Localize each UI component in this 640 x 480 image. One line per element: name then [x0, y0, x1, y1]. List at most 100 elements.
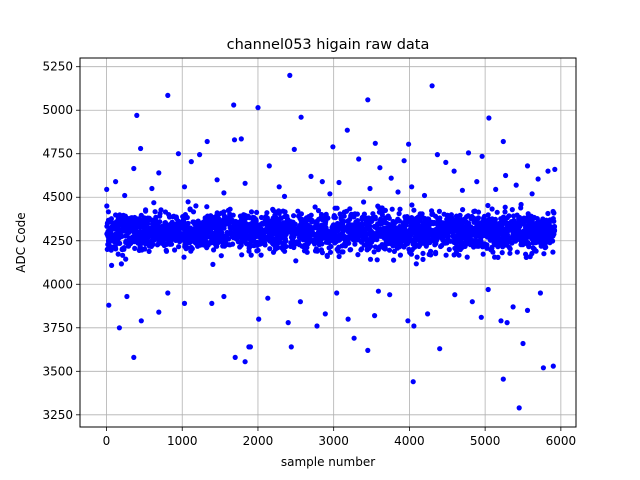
scatter-point	[281, 224, 287, 230]
scatter-point	[452, 227, 458, 233]
scatter-point	[108, 247, 114, 253]
scatter-point	[238, 136, 244, 142]
scatter-point	[322, 311, 328, 317]
scatter-point	[297, 299, 303, 305]
scatter-point	[243, 215, 249, 222]
scatter-point	[358, 247, 364, 253]
scatter-point	[365, 347, 371, 353]
scatter-point	[415, 226, 421, 232]
scatter-point	[205, 220, 211, 226]
scatter-point	[144, 233, 151, 240]
scatter-point	[131, 354, 137, 360]
scatter-point	[379, 212, 385, 218]
scatter-point	[425, 311, 431, 317]
scatter-point	[242, 180, 248, 186]
scatter-point	[239, 252, 245, 258]
scatter-point	[384, 220, 390, 226]
scatter-point	[367, 256, 374, 262]
scatter-point	[165, 290, 171, 296]
scatter-point	[551, 210, 557, 216]
scatter-point	[156, 309, 162, 315]
x-tick-label: 2000	[243, 434, 274, 448]
scatter-point	[408, 251, 414, 257]
scatter-point	[518, 242, 524, 248]
scatter-point	[148, 243, 154, 249]
scatter-point	[154, 235, 160, 241]
scatter-point	[467, 237, 473, 243]
scatter-point	[127, 228, 133, 234]
scatter-point	[221, 190, 227, 196]
scatter-point	[317, 225, 323, 231]
scatter-point	[151, 228, 157, 234]
scatter-point	[411, 207, 417, 213]
scatter-point	[343, 226, 349, 232]
scatter-point	[272, 212, 278, 218]
scatter-point	[488, 217, 495, 223]
scatter-point	[367, 185, 373, 192]
scatter-point	[165, 92, 171, 98]
scatter-point	[128, 218, 134, 224]
scatter-point	[400, 223, 407, 229]
scatter-point	[453, 240, 459, 247]
scatter-point	[490, 249, 496, 255]
scatter-point	[242, 239, 249, 245]
scatter-point	[484, 245, 490, 251]
scatter-point	[359, 222, 365, 228]
scatter-point	[161, 232, 167, 238]
scatter-point	[132, 245, 138, 251]
scatter-point	[300, 235, 307, 241]
scatter-point	[208, 226, 214, 232]
scatter-point	[446, 246, 452, 253]
scatter-point	[502, 209, 508, 215]
scatter-point	[118, 261, 124, 267]
scatter-point	[332, 215, 338, 221]
scatter-point	[466, 223, 472, 229]
scatter-point	[282, 209, 288, 215]
scatter-point	[242, 359, 248, 365]
scatter-point	[283, 238, 289, 244]
scatter-point	[408, 223, 414, 230]
scatter-point	[176, 232, 182, 238]
scatter-point	[204, 204, 210, 210]
scatter-point	[386, 247, 393, 253]
scatter-point	[255, 247, 261, 253]
scatter-point	[421, 192, 428, 199]
scatter-point	[501, 234, 507, 240]
scatter-point	[455, 245, 461, 251]
scatter-point	[193, 231, 199, 237]
scatter-point	[491, 230, 497, 236]
scatter-point	[389, 206, 395, 212]
scatter-point	[182, 242, 188, 248]
scatter-point	[498, 318, 504, 324]
scatter-point	[364, 247, 370, 253]
scatter-point	[134, 218, 140, 224]
scatter-point	[479, 153, 485, 159]
scatter-point	[324, 253, 330, 259]
scatter-point	[459, 187, 465, 193]
scatter-point	[146, 239, 152, 245]
scatter-point	[319, 179, 325, 185]
scatter-point	[374, 257, 380, 263]
scatter-point	[113, 246, 119, 252]
scatter-point	[552, 166, 558, 172]
scatter-point	[106, 234, 112, 240]
scatter-point	[307, 239, 313, 245]
scatter-point	[414, 254, 420, 260]
scatter-point	[116, 217, 122, 223]
scatter-point	[445, 236, 451, 242]
scatter-point	[279, 245, 285, 251]
scatter-point	[278, 215, 284, 221]
scatter-point	[334, 290, 340, 296]
scatter-point	[283, 243, 289, 250]
scatter-point	[524, 241, 531, 247]
scatter-point	[291, 213, 297, 219]
scatter-point	[485, 230, 491, 236]
scatter-point	[288, 243, 294, 249]
y-tick-label: 3500	[42, 364, 73, 378]
scatter-point	[514, 212, 520, 218]
scatter-point	[233, 224, 239, 231]
scatter-point	[536, 239, 542, 245]
scatter-point	[501, 226, 507, 232]
scatter-point	[136, 239, 142, 245]
scatter-point	[287, 72, 293, 78]
